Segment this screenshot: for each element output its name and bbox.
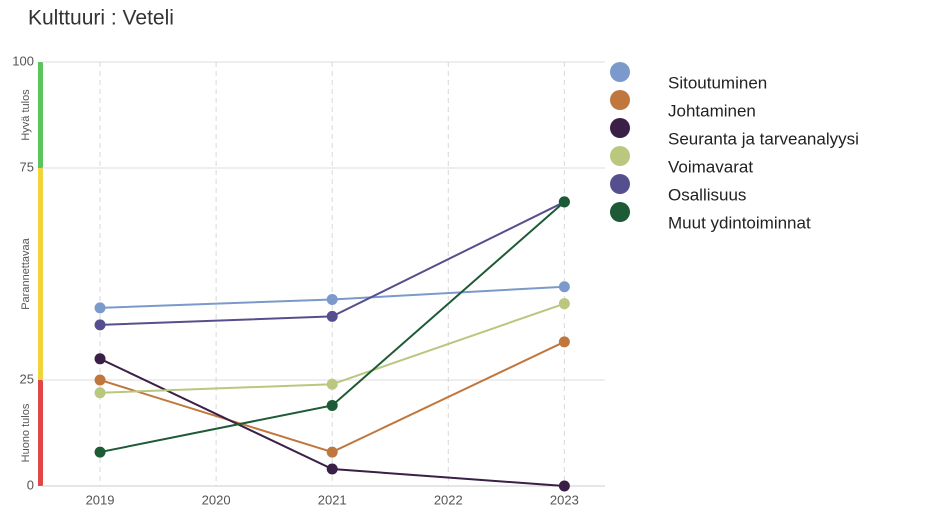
legend-swatch xyxy=(610,118,630,138)
legend-swatch xyxy=(610,90,630,110)
data-point xyxy=(94,319,106,331)
y-tick-label: 75 xyxy=(20,159,34,174)
data-point xyxy=(94,302,106,314)
data-point xyxy=(326,293,338,305)
data-point xyxy=(558,196,570,208)
band-bar xyxy=(38,380,43,486)
data-point xyxy=(558,480,570,492)
data-point xyxy=(94,387,106,399)
y-tick-label: 100 xyxy=(12,53,34,68)
data-point xyxy=(94,446,106,458)
legend-label: Voimavarat xyxy=(668,157,753,176)
band-bar xyxy=(38,62,43,168)
band-bar xyxy=(38,168,43,380)
x-tick-label: 2020 xyxy=(202,492,231,507)
band-label: Parannettavaa xyxy=(20,237,32,309)
legend-label: Seuranta ja tarveanalyysi xyxy=(668,129,859,148)
legend-label: Johtaminen xyxy=(668,101,756,120)
legend-swatch xyxy=(610,174,630,194)
x-tick-label: 2022 xyxy=(434,492,463,507)
x-tick-label: 2021 xyxy=(318,492,347,507)
x-tick-label: 2023 xyxy=(550,492,579,507)
data-point xyxy=(94,374,106,386)
data-point xyxy=(326,310,338,322)
data-point xyxy=(326,399,338,411)
data-point xyxy=(326,446,338,458)
band-label: Hyvä tulos xyxy=(20,89,32,141)
legend-label: Osallisuus xyxy=(668,185,746,204)
y-tick-label: 25 xyxy=(20,371,34,386)
legend-label: Muut ydintoiminnat xyxy=(668,213,811,232)
data-point xyxy=(326,463,338,475)
band-label: Huono tulos xyxy=(20,403,32,462)
legend-swatch xyxy=(610,202,630,222)
data-point xyxy=(326,378,338,390)
chart-title: Kulttuuri : Veteli xyxy=(28,7,174,30)
data-point xyxy=(558,298,570,310)
legend-swatch xyxy=(610,146,630,166)
legend-label: Sitoutuminen xyxy=(668,73,767,92)
x-tick-label: 2019 xyxy=(86,492,115,507)
data-point xyxy=(558,281,570,293)
data-point xyxy=(558,336,570,348)
y-tick-label: 0 xyxy=(27,477,34,492)
data-point xyxy=(94,353,106,365)
legend-swatch xyxy=(610,62,630,82)
